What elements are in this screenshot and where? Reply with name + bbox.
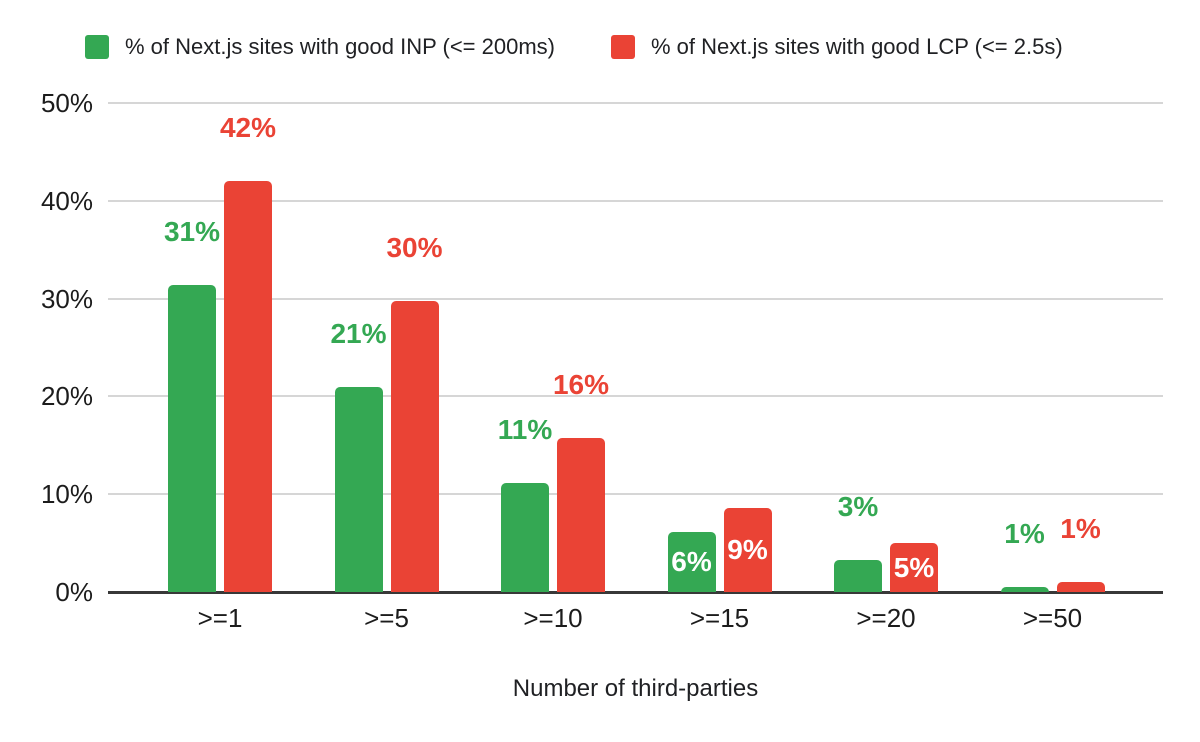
bar-label-inp->=10: 11% (497, 414, 553, 446)
x-tick-label->=5: >=5 (364, 603, 409, 633)
bar-label-lcp->=10: 16% (552, 369, 610, 401)
x-tick-label->=20: >=20 (856, 603, 916, 633)
bar-lcp->=5 (390, 300, 439, 592)
x-tick-label->=10: >=10 (523, 603, 583, 633)
bar-label-inp->=20: 3% (837, 490, 879, 522)
bar-label-inp->=50: 1% (1004, 518, 1045, 550)
legend-swatch-lcp-icon (611, 35, 635, 59)
gridline-20 (108, 395, 1163, 398)
bar-inp->=15 (667, 532, 716, 592)
y-tick-label-50: 50% (40, 88, 93, 118)
legend-swatch-inp-icon (85, 35, 109, 59)
bar-label-inp->=1: 31% (163, 215, 221, 247)
bar-lcp->=10 (557, 438, 605, 592)
legend-label-lcp: % of Next.js sites with good LCP (<= 2.5… (651, 34, 1063, 59)
bar-inp->=1 (168, 284, 216, 592)
gridline-10 (108, 493, 1163, 496)
x-axis-line (108, 591, 1163, 594)
y-tick-label-10: 10% (40, 479, 93, 510)
x-axis-title: Number of third-parties (512, 675, 759, 702)
chart-legend: % of Next.js sites with good INP (<= 200… (85, 34, 1063, 60)
bar-lcp->=50 (1056, 582, 1105, 592)
bar-label-lcp->=50: 1% (1060, 513, 1101, 545)
bar-label-inp->=5: 21% (330, 317, 387, 349)
bar-inp->=10 (501, 483, 549, 592)
bar-label-lcp->=15: 9% (727, 533, 768, 565)
gridline-40 (108, 199, 1163, 202)
y-tick-label-20: 20% (40, 381, 93, 412)
bar-label-lcp->=5: 30% (386, 231, 443, 263)
y-tick-label-30: 30% (40, 283, 93, 314)
legend-label-inp: % of Next.js sites with good INP (<= 200… (125, 34, 555, 59)
legend-item-inp: % of Next.js sites with good INP (<= 200… (85, 34, 555, 60)
y-tick-label-0: 0% (55, 577, 93, 607)
x-tick-label->=1: >=1 (197, 603, 243, 633)
legend-item-lcp: % of Next.js sites with good LCP (<= 2.5… (611, 34, 1063, 60)
x-tick-label->=15: >=15 (689, 603, 750, 633)
bar-lcp->=20 (890, 543, 938, 592)
bar-label-lcp->=1: 42% (219, 112, 277, 144)
x-tick-label->=50: >=50 (1022, 603, 1083, 633)
bar-label-lcp->=20: 5% (893, 551, 935, 583)
bar-inp->=20 (834, 559, 882, 592)
bar-lcp->=1 (224, 181, 272, 592)
bar-inp->=50 (1000, 587, 1049, 592)
bar-inp->=5 (334, 386, 383, 592)
y-tick-label-40: 40% (40, 185, 93, 216)
bar-lcp->=15 (723, 507, 772, 592)
gridline-30 (108, 297, 1163, 300)
gridline-50 (108, 102, 1163, 104)
bar-label-inp->=15: 6% (671, 546, 712, 578)
